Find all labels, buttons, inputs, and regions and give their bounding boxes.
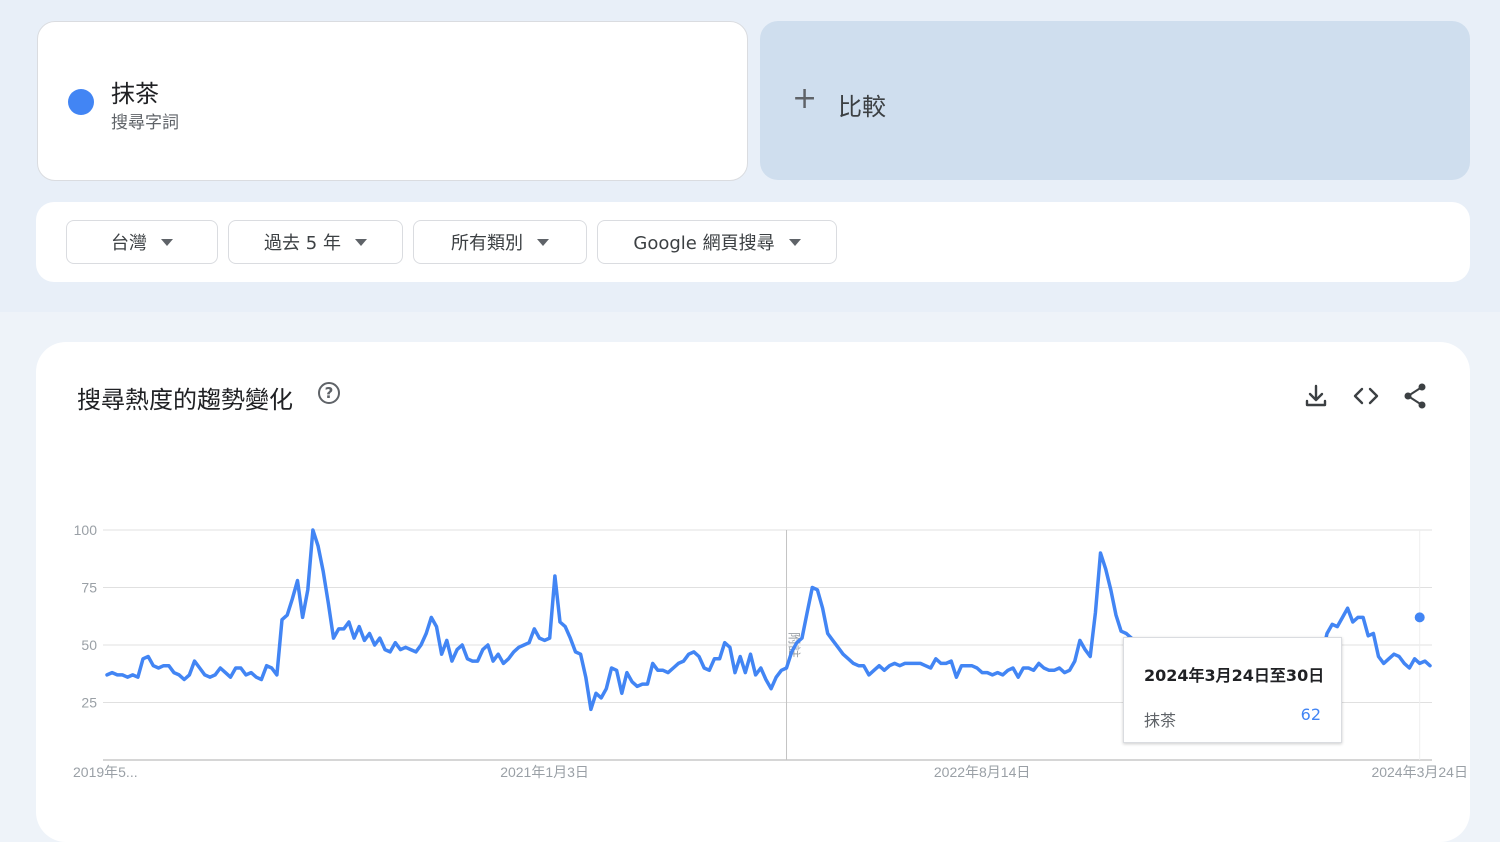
embed-code-icon[interactable] [1350, 380, 1382, 412]
time-range-filter[interactable]: 過去 5 年 [228, 220, 403, 264]
download-icon[interactable] [1300, 380, 1332, 412]
y-tick-label: 100 [74, 522, 98, 538]
term-type-label: 搜尋字詞 [111, 113, 179, 133]
share-icon[interactable] [1399, 380, 1431, 412]
dropdown-caret-icon [537, 238, 549, 246]
tooltip-term: 抹茶 [1144, 711, 1177, 730]
highlight-point [1414, 612, 1425, 623]
dropdown-caret-icon [161, 238, 173, 246]
search-type-filter-label: Google 網頁搜尋 [633, 233, 775, 254]
search-term-card[interactable]: 抹茶 搜尋字詞 [37, 21, 748, 181]
chart-title: 搜尋熱度的趨勢變化 [77, 386, 293, 414]
compare-label: 比較 [838, 93, 886, 121]
category-filter-label: 所有類別 [451, 233, 523, 254]
term-color-dot [68, 89, 94, 115]
search-type-filter[interactable]: Google 網頁搜尋 [597, 220, 837, 264]
x-tick-label: 2019年5... [73, 764, 138, 780]
chart-card [36, 342, 1470, 842]
help-circle-icon[interactable]: ? [318, 382, 340, 404]
region-filter[interactable]: 台灣 [66, 220, 218, 264]
dropdown-caret-icon [354, 238, 367, 246]
dropdown-caret-icon [788, 238, 801, 246]
time-range-filter-label: 過去 5 年 [264, 233, 341, 254]
x-tick-label: 2021年1月3日 [500, 764, 589, 780]
tooltip-value: 62 [1300, 705, 1321, 724]
y-tick-label: 75 [81, 580, 97, 596]
filter-bar: 台灣 過去 5 年 所有類別 Google 網頁搜尋 [36, 202, 1470, 282]
y-tick-label: 25 [81, 695, 97, 711]
data-tooltip: 2024年3月24日至30日 抹茶 62 [1123, 637, 1342, 743]
x-tick-label: 2024年3月24日 [1371, 764, 1468, 780]
annotation-label[interactable]: 附註 [786, 632, 801, 658]
region-filter-label: 台灣 [111, 233, 147, 254]
y-tick-label: 50 [81, 637, 97, 653]
x-tick-label: 2022年8月14日 [934, 764, 1031, 780]
compare-button[interactable]: + 比較 [760, 21, 1470, 180]
term-name: 抹茶 [111, 80, 159, 108]
category-filter[interactable]: 所有類別 [413, 220, 587, 264]
plus-icon: + [792, 81, 818, 116]
tooltip-date: 2024年3月24日至30日 [1144, 666, 1325, 685]
